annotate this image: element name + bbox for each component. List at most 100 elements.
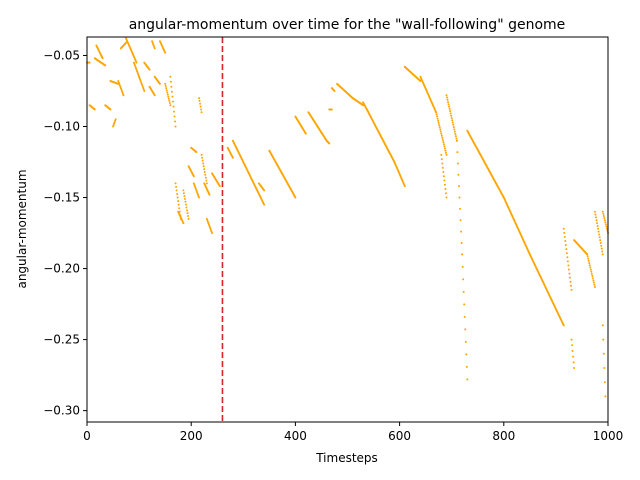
chart-title: angular-momentum over time for the "wall…: [129, 17, 566, 33]
data-point: [437, 121, 440, 124]
data-point: [204, 176, 207, 179]
data-point: [164, 82, 167, 85]
data-point: [135, 61, 138, 64]
data-point: [451, 119, 454, 122]
data-point: [170, 85, 173, 88]
y-tick-label: −0.15: [43, 191, 80, 205]
y-tick-label: −0.10: [43, 120, 80, 134]
data-point: [589, 268, 592, 271]
data-point: [571, 349, 574, 352]
data-point: [333, 89, 336, 92]
data-point: [602, 212, 605, 215]
data-point: [122, 94, 125, 97]
data-point: [101, 57, 104, 60]
data-point: [597, 227, 600, 230]
data-point: [198, 97, 201, 100]
data-point: [598, 233, 601, 236]
data-point: [443, 145, 446, 148]
data-point: [570, 284, 573, 287]
data-point: [165, 87, 168, 90]
data-point: [435, 113, 438, 116]
data-point: [403, 185, 406, 188]
data-point: [170, 90, 173, 93]
data-point: [464, 328, 467, 331]
data-point: [567, 268, 570, 271]
data-point: [453, 128, 456, 131]
data-point: [182, 222, 185, 225]
data-point: [441, 166, 444, 169]
data-point: [104, 64, 107, 67]
data-point: [440, 153, 443, 156]
data-point: [593, 286, 596, 289]
data-point: [565, 248, 568, 251]
data-point: [601, 253, 604, 256]
data-point: [604, 223, 607, 226]
data-point: [456, 162, 459, 165]
data-point: [443, 179, 446, 182]
data-point: [441, 139, 444, 141]
data-point: [328, 142, 331, 145]
data-point: [204, 173, 207, 176]
data-point: [603, 367, 606, 370]
data-point: [199, 105, 202, 108]
data-point: [438, 124, 441, 127]
data-point: [586, 253, 589, 256]
data-point: [164, 51, 167, 54]
data-point: [566, 256, 569, 259]
data-point: [458, 196, 461, 199]
data-point: [461, 253, 464, 256]
y-tick-label: −0.05: [43, 48, 80, 62]
data-point: [455, 137, 458, 140]
data-point: [198, 196, 201, 199]
data-point: [452, 126, 455, 129]
data-point: [182, 189, 185, 192]
data-point: [165, 89, 168, 92]
data-point: [441, 136, 444, 139]
y-axis-ticks: −0.30 −0.25 −0.20 −0.15 −0.10 −0.05: [43, 48, 87, 418]
data-point: [187, 217, 190, 220]
data-point: [597, 230, 600, 233]
data-point: [440, 134, 443, 137]
data-point: [604, 395, 607, 398]
data-point: [595, 216, 598, 219]
data-point: [175, 189, 178, 192]
data-point: [263, 203, 266, 206]
data-point: [446, 96, 449, 99]
data-point: [563, 235, 566, 238]
data-point: [446, 98, 449, 101]
data-point: [573, 367, 576, 370]
data-point: [186, 209, 189, 212]
data-point: [201, 156, 204, 159]
data-point: [200, 111, 203, 114]
data-point: [459, 219, 462, 222]
data-point: [463, 303, 466, 306]
data-point: [166, 93, 169, 96]
data-point: [442, 175, 445, 178]
data-point: [439, 128, 442, 131]
data-point: [440, 132, 443, 135]
data-point: [590, 270, 593, 273]
data-point: [600, 247, 603, 250]
data-point: [599, 239, 602, 242]
data-point: [452, 123, 455, 126]
data-point: [590, 272, 593, 275]
data-point: [593, 210, 596, 213]
data-point: [88, 61, 91, 64]
data-point: [202, 165, 205, 168]
data-point: [562, 324, 565, 327]
data-point: [184, 200, 187, 203]
data-point: [263, 189, 266, 192]
data-point: [564, 244, 567, 247]
data-point: [93, 108, 96, 111]
data-point: [462, 290, 465, 293]
data-point: [184, 203, 187, 206]
data-point: [596, 224, 599, 227]
data-point: [211, 232, 214, 235]
data-point: [231, 156, 234, 159]
data-point: [596, 222, 599, 225]
data-point: [448, 107, 451, 110]
data-point: [603, 217, 606, 220]
data-point: [588, 264, 591, 267]
data-point: [114, 118, 117, 121]
data-point: [186, 212, 189, 215]
